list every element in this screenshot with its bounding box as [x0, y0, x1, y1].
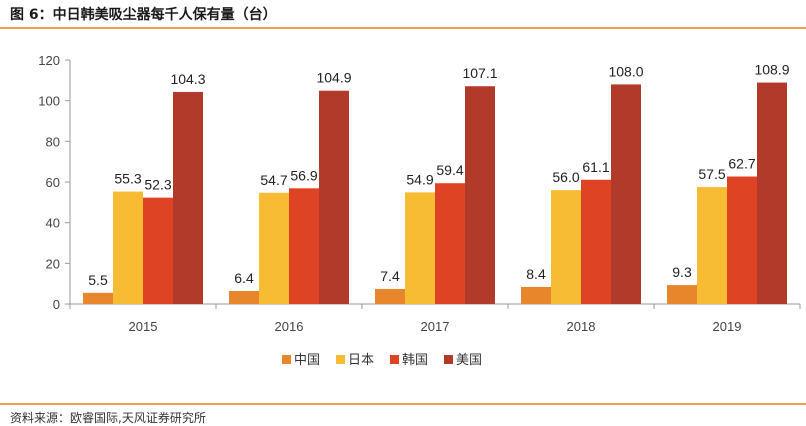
- bar-value-label: 54.9: [406, 171, 433, 187]
- bar: [435, 183, 465, 304]
- legend-swatch: [282, 355, 291, 364]
- chart-axes: 0 20 40 60 80 100 120 2015 2016 2017 2018 2019: [38, 53, 801, 334]
- bar: [757, 82, 787, 304]
- bar-value-label: 9.3: [672, 264, 692, 280]
- chart-legend: 中国 日本 韩国 美国: [282, 353, 482, 368]
- bar: [113, 191, 143, 304]
- bar-value-label: 61.1: [582, 159, 609, 175]
- x-tick-label: 2019: [713, 319, 742, 334]
- bar-value-label: 62.7: [728, 156, 755, 172]
- legend-swatch: [336, 355, 345, 364]
- bar: [551, 190, 581, 304]
- y-tick-label: 60: [46, 175, 60, 190]
- y-tick-label: 100: [38, 94, 60, 109]
- bar-chart: 0 20 40 60 80 100 120 2015 2016 2017 2018 2019 5.5 6…: [38, 53, 801, 368]
- bar-value-label: 54.7: [260, 172, 287, 188]
- bar-value-label: 59.4: [436, 162, 463, 178]
- bar-value-label: 5.5: [88, 272, 108, 288]
- bar-value-label: 8.4: [526, 266, 546, 282]
- bar: [465, 86, 495, 304]
- source-note: 资料来源：欧睿国际,天风证券研究所: [10, 411, 206, 425]
- bar: [259, 192, 289, 304]
- bar-value-label: 6.4: [234, 270, 254, 286]
- bar: [143, 197, 173, 304]
- chart-bars: [83, 82, 787, 305]
- bar: [229, 290, 259, 304]
- bar: [289, 188, 319, 304]
- bar: [521, 286, 551, 304]
- bar: [375, 288, 405, 304]
- bar: [319, 90, 349, 304]
- x-tick-label: 2016: [275, 319, 304, 334]
- y-tick-label: 80: [46, 134, 60, 149]
- top-divider: [0, 27, 806, 29]
- bar-value-label: 107.1: [462, 65, 497, 81]
- y-tick-label: 40: [46, 216, 60, 231]
- figure-title: 图 6：中日韩美吸尘器每千人保有量（台）: [10, 7, 277, 23]
- bar-value-label: 56.9: [290, 167, 317, 183]
- bar: [611, 84, 641, 305]
- chart-data-labels: 5.5 6.4 7.4 8.4 9.3 55.3 54.7 54.9 56.0 57.5 52.3 5…: [88, 62, 789, 288]
- legend-swatch: [444, 355, 453, 364]
- x-tick-label: 2018: [567, 319, 596, 334]
- legend-entry: 韩国: [402, 353, 428, 368]
- bar-value-label: 108.0: [608, 63, 643, 79]
- bottom-divider: [0, 403, 806, 405]
- bar-value-label: 7.4: [380, 268, 400, 284]
- bar: [405, 192, 435, 304]
- x-tick-label: 2015: [129, 319, 158, 334]
- bar-value-label: 104.3: [170, 71, 205, 87]
- bar: [667, 285, 697, 304]
- legend-entry: 中国: [294, 353, 320, 368]
- bar: [697, 187, 727, 304]
- bar: [727, 176, 757, 304]
- y-tick-label: 0: [53, 297, 60, 312]
- bar-value-label: 57.5: [698, 166, 725, 182]
- bar: [173, 91, 203, 304]
- y-tick-label: 120: [38, 53, 60, 68]
- bar: [83, 292, 113, 304]
- bar: [581, 179, 611, 304]
- y-tick-label: 20: [46, 256, 60, 271]
- bar-value-label: 52.3: [144, 177, 171, 193]
- legend-entry: 日本: [348, 353, 374, 368]
- legend-entry: 美国: [456, 353, 482, 368]
- bar-value-label: 104.9: [316, 70, 351, 86]
- x-tick-label: 2017: [421, 319, 450, 334]
- bar-value-label: 56.0: [552, 169, 579, 185]
- bar-value-label: 108.9: [754, 62, 789, 78]
- bar-value-label: 55.3: [114, 171, 141, 187]
- legend-swatch: [390, 355, 399, 364]
